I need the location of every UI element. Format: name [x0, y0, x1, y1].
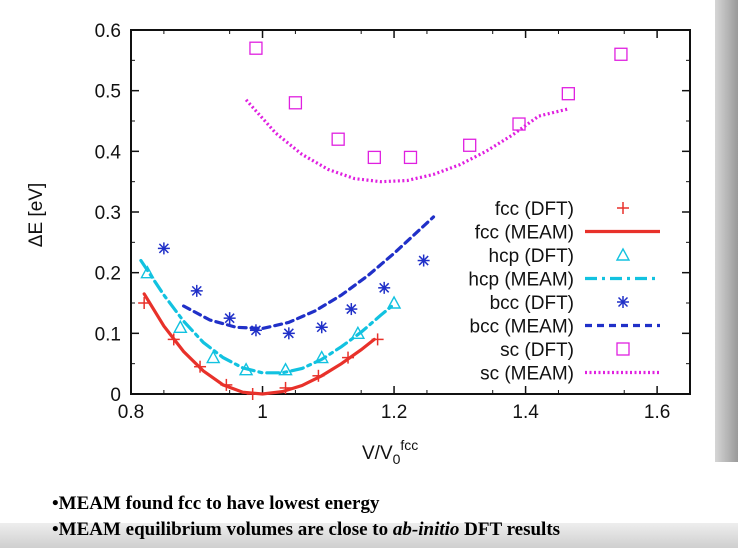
plot-frame	[130, 29, 691, 395]
series-line-bcc-meam	[182, 215, 436, 331]
y-tick-label: 0.2	[95, 264, 121, 285]
energy-volume-chart: 0.8 1 1.2 1.4 1.6 0 0.1 0.2 0.3 0.4 0.5 0.6 fcc (DF…	[26, 21, 691, 467]
slide-edge-shadow	[715, 0, 738, 462]
data-point-sc-dft	[367, 150, 381, 165]
series-line-sc-meam	[244, 98, 569, 184]
plot-border	[130, 29, 691, 395]
legend-label-hcp-dft: hcp (DFT)	[489, 246, 575, 267]
y-axis-label: ΔE [eV]	[26, 183, 47, 247]
data-point-bcc-dft	[378, 281, 391, 294]
series-line-fcc-meam	[142, 292, 376, 396]
x-tick-label: 0.8	[118, 402, 144, 423]
bullet-text-italic: ab-initio	[392, 519, 460, 540]
data-point-bcc-dft	[190, 284, 203, 297]
bullet-text-end: DFT results	[459, 519, 561, 540]
x-axis-label-main: V/V	[362, 443, 393, 464]
data-point-bcc-dft	[249, 324, 262, 337]
data-point-sc-dft	[561, 87, 575, 101]
data-point-sc-dft	[463, 138, 477, 152]
x-tick-label: 1	[257, 402, 268, 423]
data-point-sc-dft	[512, 117, 526, 131]
x-tick-label: 1.6	[644, 402, 670, 423]
data-point-bcc-dft	[417, 254, 430, 267]
data-point-bcc-dft	[345, 303, 358, 316]
legend-label-bcc-meam: bcc (MEAM)	[470, 317, 575, 338]
data-series	[138, 41, 628, 400]
data-point-sc-dft	[288, 96, 303, 110]
series-line-hcp-meam	[139, 258, 396, 375]
legend-label-fcc-meam: fcc (MEAM)	[475, 223, 574, 244]
y-tick-label: 0.4	[95, 142, 122, 163]
data-point-sc-dft	[331, 132, 345, 146]
x-axis-label-sub: 0	[393, 451, 401, 467]
y-tick-label: 0	[110, 385, 121, 406]
x-axis-label: V/V0fcc	[362, 437, 418, 467]
y-tick-label: 0.1	[95, 324, 121, 345]
data-point-sc-dft	[249, 41, 263, 55]
data-point-bcc-dft	[282, 327, 295, 340]
legend-label-fcc-dft: fcc (DFT)	[495, 199, 574, 220]
data-point-sc-dft	[614, 47, 628, 61]
x-tick-label: 1.2	[381, 402, 407, 423]
legend-label-sc-dft: sc (DFT)	[500, 340, 574, 361]
x-axis-label-sup: fcc	[400, 437, 418, 453]
y-tick-label: 0.3	[95, 203, 121, 224]
data-point-bcc-dft	[315, 321, 328, 334]
data-point-hcp-dft	[278, 362, 293, 376]
summary-bullets: •MEAM found fcc to have lowest energy •M…	[52, 491, 732, 543]
axis-ticks: 0.8 1 1.2 1.4 1.6 0 0.1 0.2 0.3 0.4 0.5 0.6	[95, 21, 690, 423]
legend: fcc (DFT)fcc (MEAM)hcp (DFT)hcp (MEAM)bc…	[468, 199, 660, 385]
legend-symbol-hcp-dft	[615, 247, 631, 261]
legend-symbol-bcc-dft	[617, 296, 629, 308]
bullet-equilibrium-volumes: •MEAM equilibrium volumes are close to a…	[52, 517, 732, 543]
data-point-hcp-dft	[386, 295, 402, 309]
data-point-bcc-dft	[223, 312, 236, 325]
data-point-sc-dft	[403, 150, 418, 165]
bullet-lowest-energy: •MEAM found fcc to have lowest energy	[52, 493, 380, 514]
x-tick-label: 1.4	[512, 402, 539, 423]
bullet-text-start: •MEAM equilibrium volumes are close to	[52, 519, 393, 540]
y-tick-label: 0.5	[95, 82, 121, 103]
legend-label-bcc-dft: bcc (DFT)	[490, 293, 574, 314]
legend-symbol-sc-dft	[616, 342, 630, 356]
legend-symbol-fcc-dft	[617, 202, 629, 214]
data-point-hcp-dft	[206, 350, 221, 364]
data-point-hcp-dft	[140, 265, 155, 279]
y-tick-label: 0.6	[95, 21, 121, 42]
legend-label-sc-meam: sc (MEAM)	[480, 364, 574, 385]
data-point-hcp-dft	[173, 319, 188, 333]
data-point-bcc-dft	[157, 242, 170, 255]
legend-label-hcp-meam: hcp (MEAM)	[468, 270, 574, 291]
